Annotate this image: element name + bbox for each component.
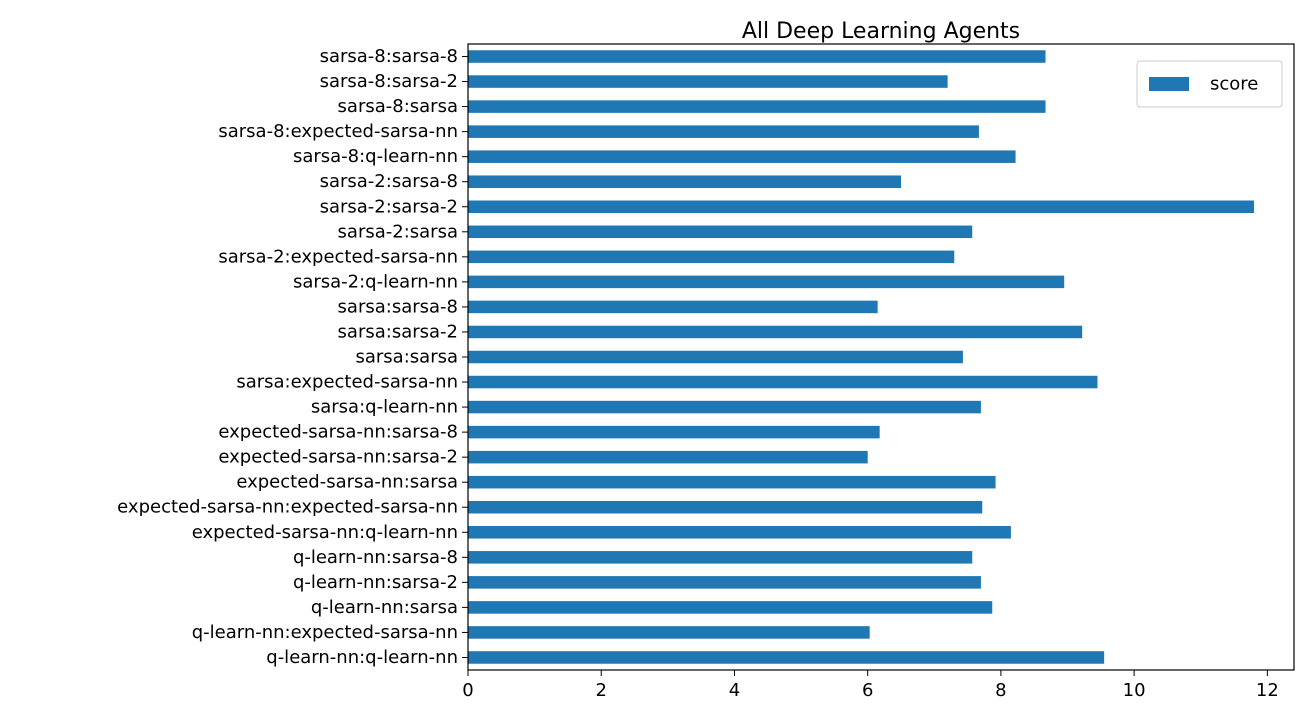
y-tick-label: q-learn-nn:q-learn-nn [266, 647, 458, 668]
y-tick-label: sarsa-8:expected-sarsa-nn [218, 121, 458, 142]
y-tick-label: sarsa:q-learn-nn [311, 397, 458, 418]
x-tick-label: 2 [595, 680, 606, 701]
y-tick-label: sarsa-2:sarsa-2 [320, 196, 458, 217]
x-axis-ticks: 0 2 4 6 8 10 12 [462, 670, 1279, 701]
bar-0 [468, 50, 1046, 63]
y-tick-label: expected-sarsa-nn:expected-sarsa-nn [117, 497, 458, 518]
y-tick-label: sarsa:sarsa [356, 347, 459, 368]
y-tick-label: sarsa-2:q-learn-nn [293, 271, 458, 292]
y-tick-label: q-learn-nn:expected-sarsa-nn [192, 622, 458, 643]
y-tick-label: sarsa-2:sarsa-8 [320, 171, 458, 192]
y-tick-label: sarsa-2:expected-sarsa-nn [218, 246, 458, 267]
y-tick-label: sarsa-8:sarsa-8 [320, 46, 458, 67]
y-tick-label: sarsa-2:sarsa [338, 221, 458, 242]
bar-10 [468, 300, 878, 314]
bar-19 [468, 526, 1011, 539]
y-tick-label: expected-sarsa-nn:sarsa-8 [218, 422, 458, 443]
y-tick-label: sarsa-8:sarsa [338, 96, 458, 117]
x-tick-label: 6 [862, 680, 873, 701]
bar-16 [468, 450, 868, 464]
y-tick-label: q-learn-nn:sarsa [311, 597, 458, 618]
y-tick-label: q-learn-nn:sarsa-8 [293, 547, 458, 568]
bar-24 [468, 651, 1105, 664]
legend-label: score [1210, 74, 1258, 95]
legend-swatch [1149, 77, 1189, 91]
bar-7 [468, 225, 973, 239]
y-tick-label: sarsa:expected-sarsa-nn [236, 372, 458, 393]
chart-title: All Deep Learning Agents [742, 19, 1020, 44]
bar-21 [468, 576, 981, 589]
x-tick-label: 0 [462, 680, 473, 701]
y-tick-label: sarsa-8:q-learn-nn [293, 146, 458, 167]
bar-9 [468, 275, 1065, 289]
bar-15 [468, 425, 880, 439]
y-tick-label: expected-sarsa-nn:sarsa [236, 472, 458, 493]
bar-3 [468, 125, 979, 138]
x-tick-label: 10 [1123, 680, 1146, 701]
y-tick-label: q-learn-nn:sarsa-2 [293, 572, 458, 593]
bar-14 [468, 400, 981, 414]
x-tick-label: 4 [729, 680, 740, 701]
x-tick-label: 8 [995, 680, 1006, 701]
y-axis-ticks: sarsa-8:sarsa-8 sarsa-8:sarsa-2 sarsa-8:sa… [117, 46, 468, 668]
bar-22 [468, 601, 993, 614]
y-tick-label: sarsa:sarsa-8 [338, 296, 458, 317]
bar-17 [468, 475, 996, 489]
plot-frame [467, 43, 1295, 671]
bar-20 [468, 551, 973, 564]
y-tick-label: expected-sarsa-nn:q-learn-nn [192, 522, 458, 543]
y-tick-label: sarsa-8:sarsa-2 [320, 71, 458, 92]
bar-5 [468, 175, 901, 188]
legend: score [1136, 60, 1283, 108]
y-tick-label: expected-sarsa-nn:sarsa-2 [218, 447, 458, 468]
bar-1 [468, 75, 948, 88]
y-tick-label: sarsa:sarsa-2 [338, 321, 458, 342]
bar-18 [468, 500, 983, 514]
bar-6 [468, 200, 1255, 214]
bar-13 [468, 375, 1098, 389]
bar-11 [468, 325, 1083, 339]
bar-4 [468, 150, 1016, 163]
bar-2 [468, 100, 1046, 113]
bar-23 [468, 626, 870, 639]
bars-layer [468, 50, 1255, 664]
legend-box [1136, 60, 1283, 108]
bar-8 [468, 250, 955, 264]
bar-12 [468, 350, 963, 364]
x-tick-label: 12 [1256, 680, 1279, 701]
